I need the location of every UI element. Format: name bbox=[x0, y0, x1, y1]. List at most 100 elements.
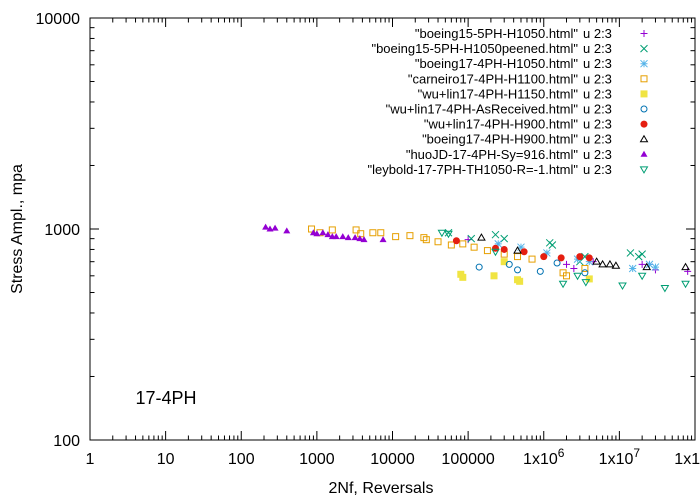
data-point bbox=[570, 264, 578, 272]
data-point bbox=[392, 233, 400, 241]
data-point bbox=[645, 260, 654, 269]
data-point bbox=[581, 269, 589, 277]
data-point bbox=[528, 255, 536, 263]
data-point bbox=[563, 272, 571, 280]
y-tick-label: 10000 bbox=[36, 11, 81, 28]
series-8 bbox=[477, 233, 690, 271]
data-point bbox=[563, 260, 571, 268]
data-point bbox=[611, 261, 621, 269]
data-point bbox=[520, 248, 528, 256]
data-point bbox=[585, 275, 593, 283]
data-point bbox=[444, 230, 453, 239]
legend-label: "boeing17-4PH-H900.html" bbox=[422, 132, 578, 147]
data-point bbox=[422, 236, 430, 244]
data-point bbox=[628, 264, 637, 273]
data-point bbox=[592, 257, 601, 265]
data-point bbox=[339, 233, 347, 240]
data-point bbox=[459, 240, 467, 248]
legend-using: u 2:3 bbox=[583, 86, 612, 101]
legend-marker bbox=[640, 30, 648, 37]
data-point bbox=[262, 223, 270, 230]
data-point bbox=[420, 234, 428, 242]
data-point bbox=[328, 226, 336, 234]
legend-using: u 2:3 bbox=[583, 147, 612, 162]
data-point bbox=[557, 254, 565, 262]
data-point bbox=[684, 267, 692, 275]
data-point bbox=[605, 259, 615, 268]
legend-marker bbox=[640, 120, 648, 128]
legend-marker bbox=[639, 166, 649, 174]
data-point bbox=[360, 236, 368, 243]
data-point bbox=[514, 253, 522, 261]
data-point bbox=[637, 272, 647, 281]
data-point bbox=[558, 280, 568, 289]
data-point bbox=[351, 234, 359, 241]
legend-marker bbox=[640, 59, 648, 68]
data-point bbox=[437, 229, 447, 238]
data-point bbox=[642, 262, 652, 271]
data-point bbox=[573, 272, 582, 281]
x-tick-label: 1 bbox=[86, 451, 95, 468]
data-point bbox=[598, 259, 607, 268]
annotations: 17-4PH bbox=[136, 388, 197, 408]
data-point bbox=[500, 234, 509, 243]
data-point bbox=[447, 241, 455, 249]
data-point bbox=[470, 243, 478, 251]
data-point bbox=[618, 282, 627, 290]
data-point bbox=[377, 229, 385, 237]
series-6 bbox=[475, 259, 589, 277]
legend-marker bbox=[640, 90, 648, 98]
data-point bbox=[308, 225, 316, 233]
series-5 bbox=[457, 258, 593, 285]
data-point bbox=[379, 236, 387, 243]
legend-using: u 2:3 bbox=[583, 162, 612, 177]
y-tick-label: 100 bbox=[53, 433, 80, 450]
data-point bbox=[660, 285, 670, 293]
legend-marker bbox=[640, 44, 648, 53]
x-tick-label: 100000 bbox=[441, 451, 494, 468]
data-point bbox=[491, 244, 499, 252]
y-axis-title: Stress Ampl., mpa bbox=[9, 164, 26, 294]
legend-using: u 2:3 bbox=[583, 26, 612, 41]
data-point bbox=[516, 277, 524, 285]
data-point bbox=[494, 240, 503, 248]
data-point bbox=[271, 224, 279, 231]
data-point bbox=[500, 245, 508, 253]
data-point bbox=[313, 230, 321, 237]
data-point bbox=[513, 246, 522, 254]
legend-label: "leybold-17-7PH-TH1050-R=-1.html" bbox=[368, 162, 579, 177]
annotation-label: 17-4PH bbox=[136, 388, 197, 408]
data-point bbox=[444, 228, 453, 237]
series-10 bbox=[437, 229, 690, 293]
data-point bbox=[434, 238, 442, 246]
data-point bbox=[634, 252, 643, 261]
data-point bbox=[585, 257, 594, 266]
data-point bbox=[477, 233, 486, 241]
axis-ticks bbox=[89, 17, 696, 441]
data-points bbox=[262, 223, 692, 293]
legend-marker bbox=[640, 150, 648, 157]
series-2 bbox=[444, 228, 646, 266]
series-3 bbox=[494, 240, 660, 273]
x-axis-title: 2Nf, Reversals bbox=[329, 480, 434, 497]
data-point bbox=[344, 234, 352, 241]
series-7 bbox=[452, 237, 593, 262]
legend-using: u 2:3 bbox=[583, 56, 612, 71]
legend-label: "wu+lin17-4PH-AsReceived.html" bbox=[386, 102, 579, 117]
x-tick-label: 10000 bbox=[370, 451, 415, 468]
legend-label: "wu+lin17-4PH-H1150.html" bbox=[418, 86, 579, 101]
legend-label: "carneiro17-4PH-H1100.html" bbox=[408, 71, 579, 86]
x-tick-label: 100 bbox=[228, 451, 255, 468]
data-point bbox=[266, 225, 274, 232]
data-point bbox=[356, 235, 364, 242]
data-point bbox=[491, 230, 500, 239]
legend: "boeing15-5PH-H1050.html" u 2:3 "boeing15-… bbox=[368, 26, 649, 177]
data-point bbox=[651, 263, 660, 271]
data-point bbox=[543, 249, 551, 257]
legend-label: "boeing17-4PH-H1050.html" bbox=[415, 56, 579, 71]
x-tick-label: 1x106 bbox=[523, 446, 565, 468]
x-tick-label: 1x108 bbox=[674, 446, 700, 468]
x-tick-label: 1000 bbox=[299, 451, 335, 468]
legend-label: "huoJD-17-4PH-Sy=916.html" bbox=[406, 147, 579, 162]
